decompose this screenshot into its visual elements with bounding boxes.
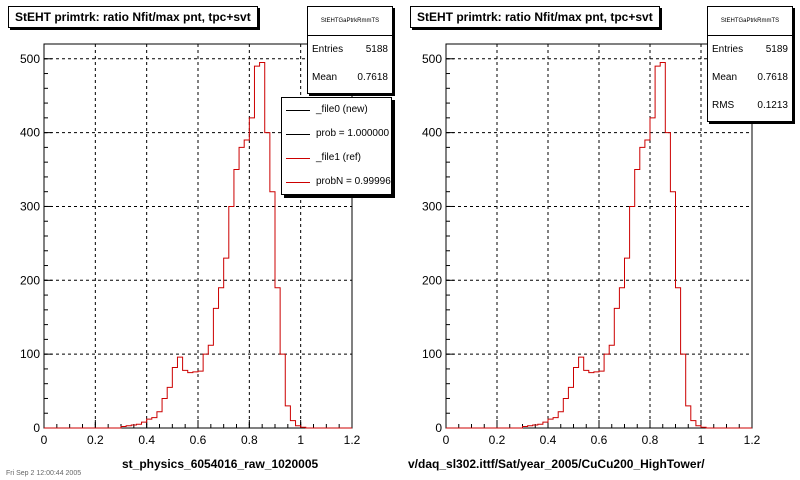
right-y-tick-label: 100	[422, 347, 442, 361]
left-y-tick-label: 300	[20, 199, 40, 213]
left-x-tick-label: 0	[41, 433, 48, 447]
left-y-tick-label: 200	[20, 273, 40, 287]
right-stats-value: 0.7618	[757, 72, 788, 83]
right-y-tick-label: 0	[435, 421, 442, 435]
left-stats-header: StEHTGaPtrkRmmTS	[308, 7, 392, 36]
right-x-tick-label: 0.6	[591, 433, 608, 447]
legend-label: _file1 (ref)	[316, 152, 362, 163]
left-stats-value: 0.7618	[357, 72, 388, 83]
right-x-tick-label: 1	[698, 433, 705, 447]
left-stats-row-entries: Entries 5188	[308, 36, 392, 64]
right-x-axis-title: v/daq_sl302.ittf/Sat/year_2005/CuCu200_H…	[408, 457, 705, 471]
timestamp-footer: Fri Sep 2 12:00:44 2005	[6, 470, 82, 477]
legend-entry-prob: prob = 1.000000	[282, 122, 391, 146]
legend-swatch	[286, 110, 310, 111]
right-y-tick-label: 200	[422, 273, 442, 287]
left-y-tick-label: 400	[20, 126, 40, 140]
right-x-tick-label: 0.8	[642, 433, 659, 447]
left-x-tick-label: 0.2	[87, 433, 104, 447]
left-x-tick-label: 0.4	[138, 433, 155, 447]
left-x-tick-label: 1	[297, 433, 304, 447]
legend-swatch	[286, 158, 310, 159]
left-histogram-title: StEHT primtrk: ratio Nfit/max pnt, tpc+s…	[8, 6, 258, 28]
right-x-tick-label: 0.2	[489, 433, 506, 447]
left-x-tick-label: 0.6	[190, 433, 207, 447]
left-stats-label: Mean	[312, 72, 338, 83]
left-legend: _file0 (new) prob = 1.000000 _file1 (ref…	[281, 97, 392, 195]
right-stats-value: 5189	[765, 44, 788, 55]
left-stats-value: 5188	[365, 44, 388, 55]
legend-entry-file1: _file1 (ref)	[282, 146, 391, 170]
right-x-tick-label: 0	[443, 433, 450, 447]
right-y-tick-label: 300	[422, 199, 442, 213]
legend-swatch	[286, 182, 310, 183]
right-stats-value: 0.1213	[757, 100, 788, 111]
right-stats-header: StEHTGaPtrkRmmTS	[708, 7, 792, 36]
legend-label: probN = 0.999960	[316, 176, 392, 187]
left-stats-row-mean: Mean 0.7618	[308, 64, 392, 92]
right-x-tick-label: 0.4	[540, 433, 557, 447]
right-stats-row-entries: Entries 5189	[708, 36, 792, 64]
left-x-tick-label: 1.2	[344, 433, 361, 447]
right-x-tick-label: 1.2	[744, 433, 761, 447]
left-y-tick-label: 100	[20, 347, 40, 361]
right-y-tick-label: 400	[422, 126, 442, 140]
left-stats-box: StEHTGaPtrkRmmTS Entries 5188 Mean 0.761…	[307, 6, 393, 94]
right-stats-label: RMS	[712, 100, 735, 111]
legend-swatch	[286, 134, 310, 135]
right-histogram-title: StEHT primtrk: ratio Nfit/max pnt, tpc+s…	[410, 6, 660, 28]
left-y-tick-label: 500	[20, 52, 40, 66]
left-histogram-series	[44, 61, 352, 429]
legend-entry-probn: probN = 0.999960	[282, 170, 391, 194]
right-y-tick-label: 500	[422, 52, 442, 66]
left-x-axis-title: st_physics_6054016_raw_1020005	[122, 457, 319, 471]
right-histogram-series	[446, 61, 752, 429]
right-stats-row-mean: Mean 0.7618	[708, 64, 792, 92]
left-x-tick-label: 0.8	[241, 433, 258, 447]
legend-label: prob = 1.000000	[316, 128, 390, 139]
right-stats-label: Entries	[712, 44, 744, 55]
right-stats-box: StEHTGaPtrkRmmTS Entries 5189 Mean 0.761…	[707, 6, 793, 122]
right-stats-label: Mean	[712, 72, 738, 83]
legend-label: _file0 (new)	[316, 104, 368, 115]
left-y-tick-label: 0	[33, 421, 40, 435]
right-stats-row-rms: RMS 0.1213	[708, 92, 792, 120]
left-stats-label: Entries	[312, 44, 344, 55]
legend-entry-file0: _file0 (new)	[282, 98, 391, 122]
